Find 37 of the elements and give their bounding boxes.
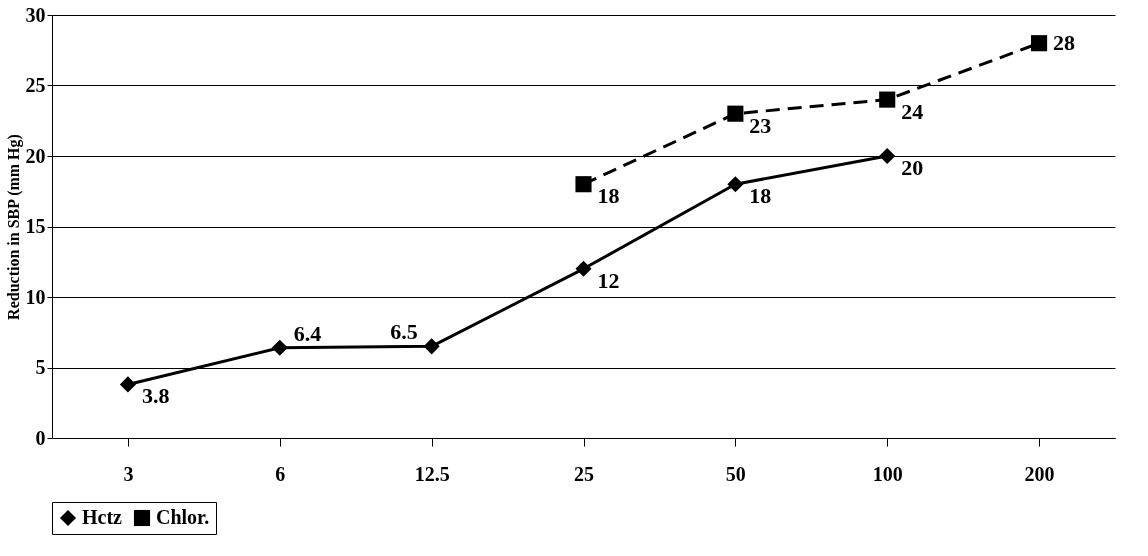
point	[119, 376, 136, 393]
data-label: 28	[1053, 30, 1076, 56]
y-axis-title: Reduction in SBP (mm Hg)	[4, 134, 23, 320]
legend-label: Chlor.	[156, 506, 210, 528]
data-label: 20	[901, 155, 924, 180]
point	[423, 338, 440, 355]
x-tick-label: 100	[872, 462, 903, 485]
data-label: 24	[901, 98, 924, 124]
y-tick-label: 25	[25, 74, 46, 96]
y-tick-label: 30	[25, 3, 46, 26]
data-label: 3.8	[141, 383, 170, 409]
x-tick-label: 6	[275, 462, 286, 485]
x-tick-label: 12.5	[414, 462, 450, 485]
point	[575, 176, 592, 193]
point	[727, 176, 744, 193]
point	[575, 260, 592, 277]
legend-label: Hctz	[82, 506, 123, 528]
point	[879, 147, 896, 165]
x-tick-label: 25	[574, 462, 594, 485]
y-tick-label: 20	[25, 144, 46, 167]
x-tick-label: 50	[725, 462, 746, 485]
data-label: 18	[597, 183, 620, 209]
x-tick-label: 3	[123, 462, 134, 485]
y-tick-label: 15	[25, 215, 46, 237]
y-tick-label: 10	[25, 285, 46, 308]
data-label: 6.5	[390, 319, 418, 345]
point	[879, 91, 896, 108]
point	[727, 105, 744, 122]
point	[1031, 35, 1048, 52]
data-label: 12	[597, 267, 620, 293]
data-label: 6.4	[293, 320, 322, 346]
y-tick-label: 0	[35, 426, 46, 449]
point	[271, 339, 288, 356]
data-label: 23	[749, 112, 772, 138]
x-tick-label: 200	[1024, 462, 1055, 485]
data-label: 18	[749, 183, 772, 209]
y-tick-label: 5	[35, 356, 46, 378]
